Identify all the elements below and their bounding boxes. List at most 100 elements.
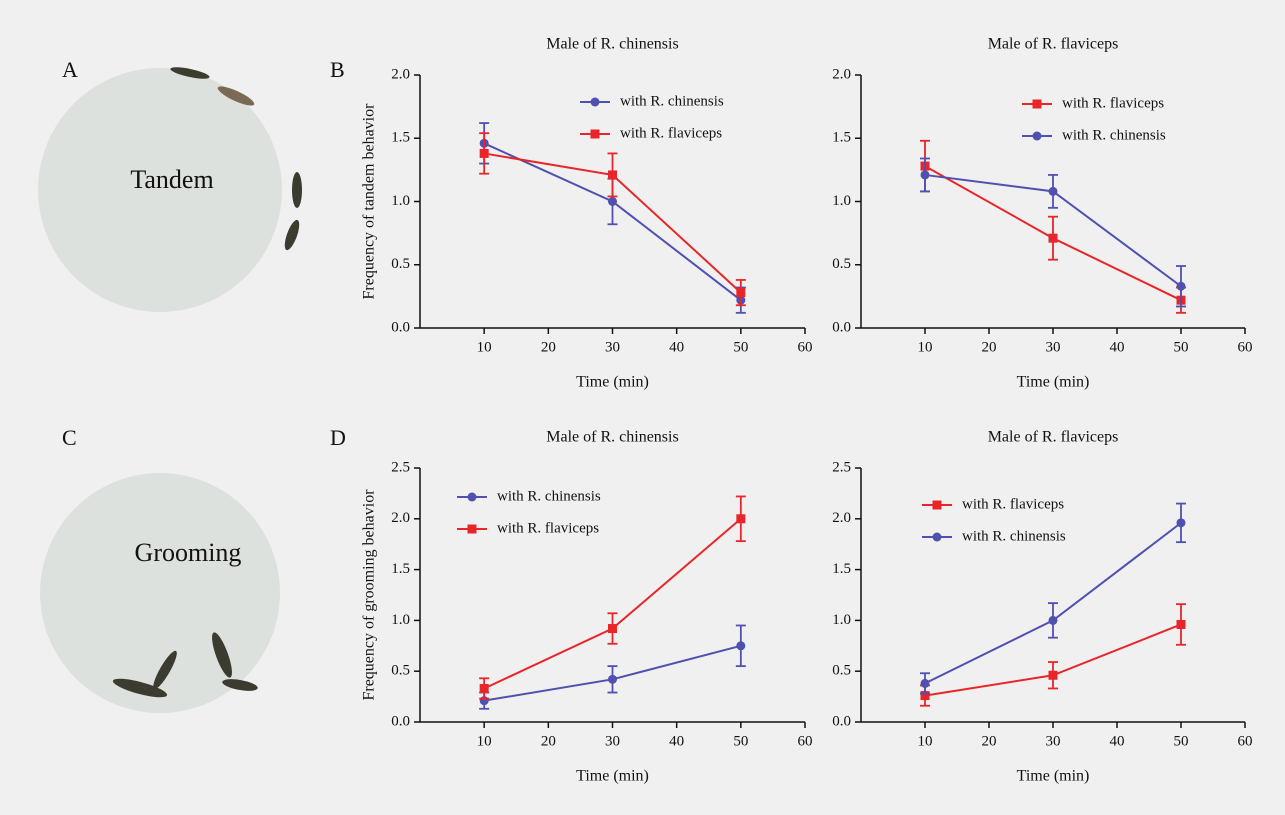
- legend-marker: [467, 492, 477, 502]
- y-tick-label: 0.5: [391, 256, 410, 272]
- x-tick-label: 40: [669, 339, 684, 355]
- x-tick-label: 10: [477, 339, 492, 355]
- panel-label: A: [62, 57, 78, 82]
- x-tick-label: 10: [918, 339, 933, 355]
- x-tick-label: 50: [733, 339, 748, 355]
- x-tick-label: 10: [918, 733, 933, 749]
- photo-label: Grooming: [135, 538, 242, 567]
- legend-marker: [467, 524, 477, 534]
- legend-marker: [932, 500, 942, 510]
- y-tick-label: 0.5: [832, 256, 851, 272]
- y-axis-label: Frequency of tandem behavior: [361, 103, 378, 300]
- x-tick-label: 50: [1174, 339, 1189, 355]
- y-axis-label: Frequency of grooming behavior: [361, 489, 378, 701]
- legend-marker: [590, 97, 600, 107]
- x-tick-label: 30: [1046, 733, 1061, 749]
- y-tick-label: 0.5: [391, 663, 410, 679]
- legend-label: with R. chinensis: [1062, 127, 1166, 143]
- y-tick-label: 0.0: [832, 319, 851, 335]
- x-tick-label: 20: [982, 733, 997, 749]
- data-point: [736, 641, 746, 651]
- x-tick-label: 50: [733, 733, 748, 749]
- x-tick-label: 20: [982, 339, 997, 355]
- chart-title: Male of R. chinensis: [546, 429, 678, 446]
- photo-dish: [38, 68, 282, 312]
- y-tick-label: 2.0: [391, 66, 410, 82]
- data-point: [920, 170, 930, 180]
- x-tick-label: 10: [477, 733, 492, 749]
- y-tick-label: 1.5: [391, 130, 410, 146]
- data-point: [920, 691, 930, 701]
- x-axis-label: Time (min): [1017, 768, 1090, 785]
- y-tick-label: 1.5: [391, 561, 410, 577]
- x-tick-label: 40: [1110, 339, 1125, 355]
- data-point: [608, 170, 617, 180]
- x-tick-label: 20: [541, 733, 556, 749]
- x-tick-label: 50: [1174, 733, 1189, 749]
- data-point: [479, 683, 489, 693]
- insects: [112, 632, 258, 698]
- data-point: [1048, 615, 1058, 625]
- data-point: [1176, 281, 1186, 291]
- y-tick-label: 1.5: [832, 561, 851, 577]
- y-tick-label: 1.5: [832, 130, 851, 146]
- legend-marker: [1032, 99, 1042, 109]
- data-point: [608, 624, 617, 634]
- legend-label: with R. flaviceps: [962, 496, 1064, 512]
- y-tick-label: 1.0: [832, 193, 851, 209]
- legend-label: with R. chinensis: [620, 93, 724, 109]
- y-tick-label: 2.0: [391, 510, 410, 526]
- x-tick-label: 60: [798, 339, 813, 355]
- legend-marker: [932, 532, 942, 542]
- chart-title: Male of R. chinensis: [546, 36, 678, 53]
- data-point: [1048, 670, 1058, 680]
- x-tick-label: 40: [669, 733, 684, 749]
- y-tick-label: 0.0: [391, 713, 410, 729]
- x-tick-label: 30: [1046, 339, 1061, 355]
- y-tick-label: 1.0: [391, 612, 410, 628]
- x-tick-label: 40: [1110, 733, 1125, 749]
- panel-label: C: [62, 425, 77, 450]
- legend-marker: [590, 129, 600, 139]
- data-point: [1176, 619, 1186, 629]
- x-axis-label: Time (min): [576, 374, 649, 391]
- panel-label: B: [330, 57, 345, 82]
- y-tick-label: 0.0: [391, 319, 410, 335]
- data-point: [1048, 233, 1058, 243]
- y-tick-label: 0.0: [832, 713, 851, 729]
- data-point: [1176, 518, 1186, 528]
- panel-label: D: [330, 425, 346, 450]
- x-tick-label: 30: [605, 339, 620, 355]
- data-point: [736, 514, 746, 524]
- x-axis-label: Time (min): [1017, 374, 1090, 391]
- photo-label: Tandem: [130, 165, 213, 194]
- data-point: [920, 678, 930, 688]
- data-point: [1048, 186, 1058, 196]
- y-tick-label: 1.0: [832, 612, 851, 628]
- legend-label: with R. chinensis: [962, 528, 1066, 544]
- y-tick-label: 2.0: [832, 66, 851, 82]
- x-tick-label: 60: [1238, 339, 1253, 355]
- legend-label: with R. flaviceps: [497, 520, 599, 536]
- data-point: [479, 148, 489, 158]
- y-tick-label: 2.5: [391, 459, 410, 475]
- x-axis-label: Time (min): [576, 768, 649, 785]
- x-tick-label: 20: [541, 339, 556, 355]
- data-point: [608, 197, 617, 206]
- data-point: [736, 288, 746, 298]
- x-tick-label: 60: [1238, 733, 1253, 749]
- y-tick-label: 0.5: [832, 663, 851, 679]
- insects: [170, 67, 302, 251]
- legend-marker: [1032, 131, 1042, 141]
- y-tick-label: 2.0: [832, 510, 851, 526]
- chart-title: Male of R. flaviceps: [988, 429, 1119, 446]
- legend-label: with R. chinensis: [497, 488, 601, 504]
- x-tick-label: 30: [605, 733, 620, 749]
- legend-label: with R. flaviceps: [620, 125, 722, 141]
- x-tick-label: 60: [798, 733, 813, 749]
- y-tick-label: 1.0: [391, 193, 410, 209]
- data-point: [608, 674, 617, 684]
- y-tick-label: 2.5: [832, 459, 851, 475]
- chart-title: Male of R. flaviceps: [988, 36, 1119, 53]
